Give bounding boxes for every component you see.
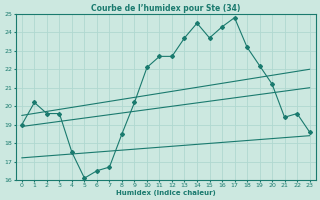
Title: Courbe de l’humidex pour Ste (34): Courbe de l’humidex pour Ste (34) (91, 4, 240, 13)
X-axis label: Humidex (Indice chaleur): Humidex (Indice chaleur) (116, 190, 216, 196)
